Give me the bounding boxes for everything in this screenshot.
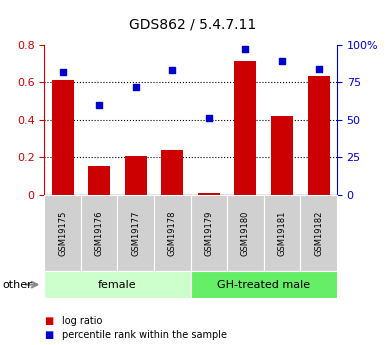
- Bar: [308, 76, 330, 195]
- Text: GSM19178: GSM19178: [168, 210, 177, 256]
- Text: GDS862 / 5.4.7.11: GDS862 / 5.4.7.11: [129, 17, 256, 31]
- Text: ■: ■: [44, 330, 54, 339]
- Text: female: female: [98, 280, 137, 289]
- Point: [132, 84, 139, 90]
- Bar: [234, 61, 256, 195]
- Bar: [125, 157, 147, 195]
- Point: [169, 68, 176, 73]
- Text: GSM19180: GSM19180: [241, 210, 250, 256]
- Bar: [161, 150, 183, 195]
- Text: GSM19182: GSM19182: [314, 210, 323, 256]
- Point: [59, 69, 65, 75]
- Text: GH-treated male: GH-treated male: [217, 280, 310, 289]
- Text: GSM19181: GSM19181: [278, 210, 286, 256]
- Point: [96, 102, 102, 108]
- Bar: [271, 116, 293, 195]
- Point: [206, 116, 212, 121]
- Text: GSM19177: GSM19177: [131, 210, 140, 256]
- Text: GSM19176: GSM19176: [95, 210, 104, 256]
- Bar: [198, 193, 220, 195]
- Bar: [88, 166, 110, 195]
- Point: [279, 59, 285, 64]
- Point: [316, 66, 322, 72]
- Text: log ratio: log ratio: [62, 316, 102, 326]
- Bar: [52, 80, 74, 195]
- Text: GSM19175: GSM19175: [58, 210, 67, 256]
- Text: percentile rank within the sample: percentile rank within the sample: [62, 330, 227, 339]
- Point: [243, 47, 249, 52]
- Text: GSM19179: GSM19179: [204, 210, 213, 256]
- Text: ■: ■: [44, 316, 54, 326]
- Text: other: other: [2, 280, 32, 289]
